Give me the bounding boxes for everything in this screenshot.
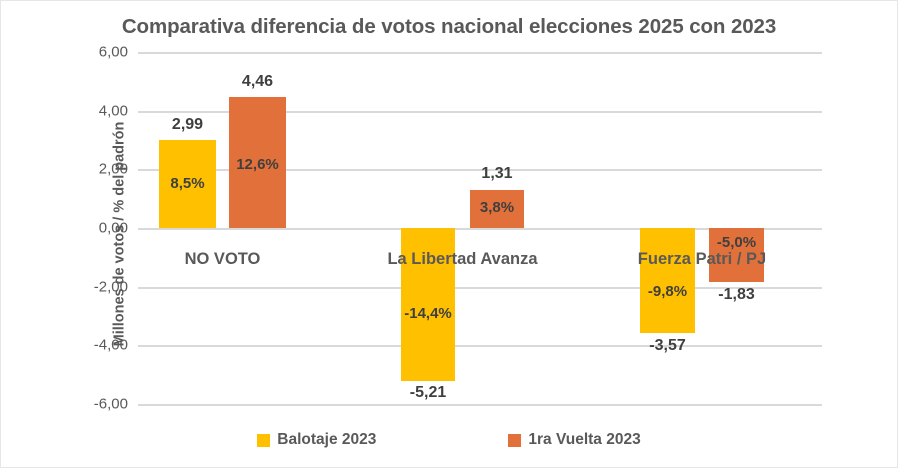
bar-balotaje-lla[interactable] (401, 228, 455, 381)
bar-percent-label: 12,6% (236, 156, 279, 173)
bar-primera-vuelta-fuerza-patria[interactable] (709, 228, 764, 282)
bar-value-label: -3,57 (649, 337, 686, 354)
bar-primera-vuelta-no-voto[interactable] (229, 97, 286, 228)
legend-swatch-icon (508, 433, 522, 447)
legend-swatch-icon (257, 433, 271, 447)
bar-percent-label: -5,0% (716, 234, 757, 251)
legend-item-balotaje-2023[interactable]: Balotaje 2023 (257, 431, 376, 449)
bar-percent-label: -14,4% (404, 305, 452, 322)
bar-balotaje-fuerza-patria[interactable] (640, 228, 695, 333)
legend-item-1ra-vuelta-2023[interactable]: 1ra Vuelta 2023 (508, 431, 641, 449)
bar-primera-vuelta-lla[interactable] (470, 189, 524, 228)
category-label-fuerza-patria: Fuerza Patri / PJ (637, 250, 767, 268)
bar-value-label: 2,99 (171, 116, 204, 133)
chart-title: Comparativa diferencia de votos nacional… (121, 15, 777, 38)
gridline (138, 52, 822, 54)
gridline (138, 228, 822, 230)
legend-label: Balotaje 2023 (277, 431, 377, 448)
legend-label: 1ra Vuelta 2023 (528, 431, 641, 448)
chart-legend: Balotaje 2023 1ra Vuelta 2023 (1, 431, 897, 449)
plot-area: 6,00 4,00 2,00 0,00 -2,00 -4,00 -6,00 2,… (94, 44, 822, 413)
category-label-no-voto: NO VOTO (184, 250, 261, 268)
bar-balotaje-no-voto[interactable] (159, 140, 216, 228)
gridline (138, 110, 822, 113)
y-tick-label: 4,00 (98, 102, 128, 120)
y-tick-label: -4,00 (93, 336, 128, 354)
bar-value-label: 1,31 (481, 165, 513, 182)
y-tick-label: 6,00 (98, 43, 128, 61)
y-tick-label: 0,00 (98, 219, 128, 237)
bar-percent-label: -9,8% (647, 283, 688, 300)
gridline (138, 169, 822, 172)
bar-value-label: -5,21 (409, 384, 447, 401)
gridline (138, 345, 822, 348)
bar-percent-label: 3,8% (479, 199, 515, 216)
bar-value-label: -1,83 (718, 286, 755, 303)
y-tick-label: -2,00 (93, 278, 128, 296)
bar-value-label: 4,46 (241, 73, 274, 90)
y-tick-label: 2,00 (98, 160, 128, 178)
category-label-la-libertad-avanza: La Libertad Avanza (387, 250, 538, 268)
bar-percent-label: 8,5% (170, 175, 205, 192)
gridline (138, 404, 822, 406)
gridline (138, 286, 822, 289)
y-tick-label: -6,00 (93, 395, 128, 413)
